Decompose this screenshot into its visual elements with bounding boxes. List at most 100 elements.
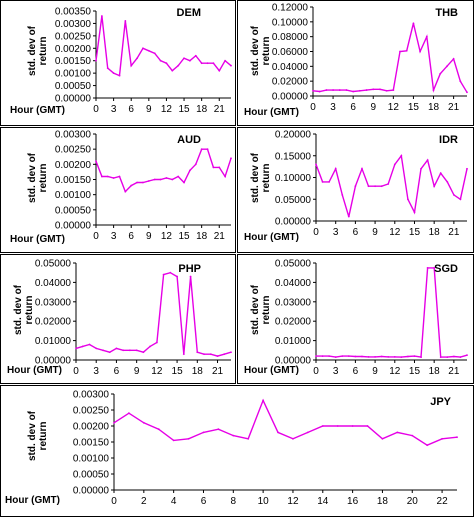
jpy-y-tick-label: 0.00150 <box>73 438 110 449</box>
aud-chart-svg: 0.00000 0.00050 0.00100 0.00150 0.00200 0.002… <box>10 130 232 245</box>
thb-y-tick-label: 0.08000 <box>272 32 309 43</box>
php-data-point <box>196 351 199 354</box>
sgd-y-axis-label: std. dev ofreturn <box>250 284 272 335</box>
jpy-data-point <box>366 425 369 427</box>
sgd-y-tick-label: 0.01000 <box>275 336 312 347</box>
sgd-x-tick-label: 21 <box>448 366 460 377</box>
aud-data-point <box>189 169 191 172</box>
dem-y-tick-label: 0.00150 <box>55 56 92 67</box>
jpy-chart-title: JPY <box>430 396 451 408</box>
dem-data-point <box>194 54 197 57</box>
idr-y-tick-label: 0.00000 <box>275 217 312 228</box>
aud-data-point <box>100 175 103 178</box>
jpy-data-point <box>292 437 294 440</box>
php-y-tick-label: 0.05000 <box>35 259 72 270</box>
php-data-point <box>102 349 104 352</box>
thb-x-tick-label: 12 <box>388 102 400 113</box>
chart-panel-dem: 0.00000 0.00050 0.00100 0.00150 0.00200 0.002… <box>0 0 236 126</box>
php-data-point <box>230 351 232 354</box>
sgd-data-point <box>466 354 468 357</box>
thb-data-point <box>372 88 375 91</box>
php-data-point <box>142 351 145 354</box>
aud-y-tick-label: 0.00000 <box>55 221 92 232</box>
thb-x-tick-label: 15 <box>408 102 420 113</box>
chart-panel-idr: 0.00000 0.05000 0.10000 0.15000 0.20000 0 3 6 9 1… <box>237 127 474 253</box>
sgd-data-point <box>446 356 449 358</box>
aud-x-tick-label: 9 <box>146 231 152 242</box>
thb-data-point <box>419 50 422 53</box>
aud-x-axis-label: Hour (GMT) <box>10 234 65 245</box>
aud-y-tick-label: 0.00200 <box>55 160 92 171</box>
aud-x-tick-label: 12 <box>161 231 173 242</box>
dem-y-tick-label: 0.00350 <box>55 7 92 18</box>
jpy-x-tick-label: 20 <box>407 496 419 507</box>
idr-x-axis-label: Hour (GMT) <box>244 232 299 243</box>
php-x-tick-label: 9 <box>134 366 140 377</box>
jpy-data-point <box>411 434 414 437</box>
php-data-point <box>149 345 152 348</box>
dem-data-point <box>147 49 150 52</box>
aud-data-point <box>224 175 227 178</box>
thb-y-tick-label: 0.04000 <box>272 62 309 73</box>
php-data-point <box>155 341 158 344</box>
dem-data-point <box>153 52 156 55</box>
sgd-x-tick-label: 6 <box>353 366 359 377</box>
sgd-data-point <box>426 266 429 269</box>
php-data-point <box>162 273 165 276</box>
jpy-x-tick-label: 18 <box>377 496 389 507</box>
jpy-x-tick-label: 8 <box>231 496 237 507</box>
dem-x-tick-label: 18 <box>196 104 208 115</box>
dem-data-point <box>142 47 144 50</box>
dem-data-point <box>165 62 168 65</box>
jpy-data-point <box>217 428 220 431</box>
aud-y-axis-label: std. dev ofreturn <box>27 152 49 203</box>
aud-data-point <box>200 148 203 151</box>
dem-data-point <box>112 72 115 75</box>
sgd-data-point <box>374 355 376 358</box>
sgd-data-point <box>367 355 370 358</box>
idr-data-point <box>420 167 422 170</box>
idr-y-tick-label: 0.20000 <box>275 130 312 141</box>
dem-x-tick-label: 6 <box>128 104 134 115</box>
jpy-series-line <box>113 398 458 446</box>
thb-data-point <box>446 65 448 68</box>
dem-x-tick-label: 9 <box>146 104 152 115</box>
dem-data-point <box>159 59 162 62</box>
aud-data-point <box>142 181 144 184</box>
thb-data-point <box>385 89 388 92</box>
idr-data-point <box>387 183 390 185</box>
sgd-y-tick-label: 0.05000 <box>275 259 312 270</box>
sgd-x-tick-label: 9 <box>372 366 378 377</box>
jpy-x-axis-label: Hour (GMT) <box>5 495 60 506</box>
dem-x-tick-label: 21 <box>214 104 226 115</box>
sgd-chart-title: SGD <box>434 263 458 275</box>
idr-data-point <box>361 167 363 170</box>
php-data-point <box>81 345 84 348</box>
aud-data-point <box>212 166 215 169</box>
jpy-y-axis-label: std. dev ofreturn <box>27 410 49 461</box>
dem-y-tick-label: 0.00050 <box>55 81 92 92</box>
sgd-chart-svg: 0.00000 0.01000 0.02000 0.03000 0.04000 0.050… <box>244 259 468 377</box>
thb-data-point <box>452 58 455 60</box>
dem-x-tick-label: 15 <box>178 104 190 115</box>
dem-data-point <box>106 67 109 70</box>
idr-data-point <box>433 185 436 188</box>
dem-data-point <box>212 62 215 65</box>
thb-y-tick-label: 0.10000 <box>272 17 309 28</box>
idr-data-point <box>393 163 396 166</box>
jpy-data-point <box>441 437 443 440</box>
php-x-tick-label: 12 <box>151 366 163 377</box>
sgd-data-point <box>354 355 357 358</box>
idr-data-point <box>347 215 350 218</box>
php-y-axis-label: std. dev ofreturn <box>13 284 35 335</box>
idr-chart-title: IDR <box>439 134 458 146</box>
dem-x-axis-label: Hour (GMT) <box>10 105 65 116</box>
chart-panel-sgd: 0.00000 0.01000 0.02000 0.03000 0.04000 0.050… <box>237 254 474 384</box>
aud-data-point <box>206 148 209 151</box>
php-x-tick-label: 3 <box>93 366 99 377</box>
idr-data-point <box>334 167 337 170</box>
php-y-tick-label: 0.00000 <box>35 356 72 367</box>
dem-data-point <box>124 20 127 22</box>
idr-data-point <box>426 159 429 161</box>
